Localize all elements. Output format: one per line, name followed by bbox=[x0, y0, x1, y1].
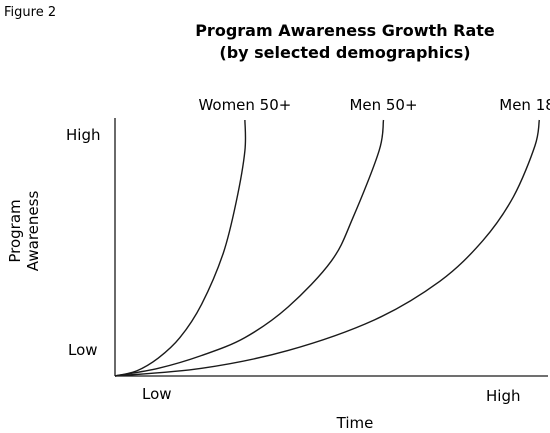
y-tick-low: Low bbox=[68, 341, 98, 359]
chart-title: Program Awareness Growth Rate bbox=[195, 21, 495, 40]
series-label-men-50-plus: Men 50+ bbox=[349, 96, 417, 114]
y-axis-label: Program Awareness bbox=[6, 191, 42, 272]
y-axis-label-line-1: Program bbox=[6, 199, 24, 262]
series-line-men-50-plus bbox=[114, 119, 385, 377]
x-tick-low: Low bbox=[142, 385, 172, 403]
series-layer: Women 50+ Men 50+ Men 18-49 bbox=[114, 96, 550, 377]
x-axis-label: Time bbox=[336, 414, 374, 432]
y-axis-label-line-2: Awareness bbox=[24, 191, 42, 272]
figure-label: Figure 2 bbox=[4, 5, 56, 20]
x-tick-high: High bbox=[486, 387, 520, 405]
series-line-women-50-plus bbox=[114, 119, 247, 377]
series-label-women-50-plus: Women 50+ bbox=[198, 96, 291, 114]
chart-subtitle: (by selected demographics) bbox=[219, 43, 470, 62]
series-line-men-18-49 bbox=[114, 119, 540, 377]
series-label-men-18-49: Men 18-49 bbox=[499, 96, 550, 114]
y-tick-high: High bbox=[66, 126, 100, 144]
